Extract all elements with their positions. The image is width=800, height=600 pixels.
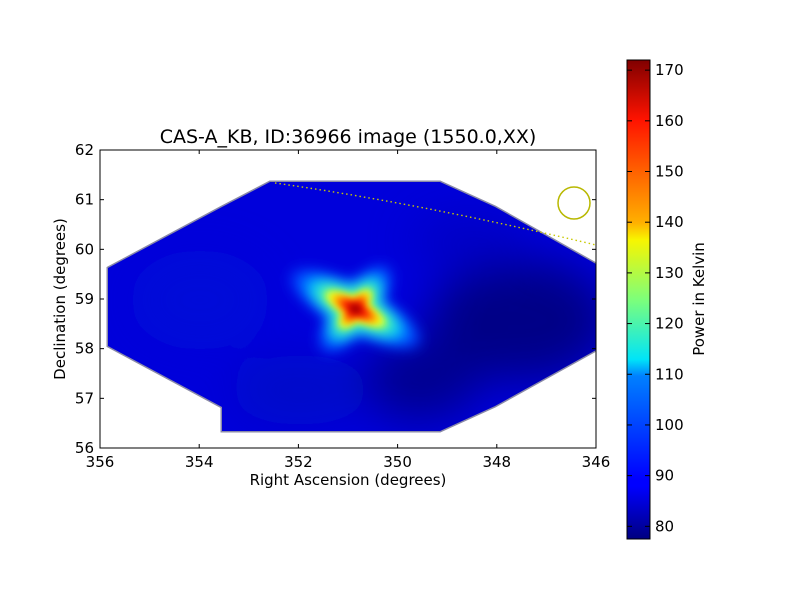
colorbar-tick-label: 130 bbox=[655, 264, 684, 282]
y-axis-label: Declination (degrees) bbox=[51, 218, 69, 380]
colorbar-tick-label: 120 bbox=[655, 315, 684, 333]
colorbar-tick-label: 150 bbox=[655, 163, 684, 181]
y-tick-label: 60 bbox=[75, 240, 94, 258]
overlays bbox=[274, 182, 596, 246]
x-tick-label: 348 bbox=[482, 453, 511, 471]
colorbar-tick-label: 90 bbox=[655, 467, 674, 485]
colorbar-tick-label: 160 bbox=[655, 112, 684, 130]
colorbar: 80 90 100 110 120 130 140 150 160 170 Power in Ke… bbox=[626, 59, 708, 540]
colorbar-tick-label: 80 bbox=[655, 517, 674, 535]
beam-circle bbox=[557, 186, 591, 220]
source-level-7 bbox=[348, 304, 363, 314]
colorbar-tick-label: 110 bbox=[655, 365, 684, 383]
y-tick-label: 62 bbox=[75, 141, 94, 159]
colorbar-tick-label: 140 bbox=[655, 213, 684, 231]
colorbar-label: Power in Kelvin bbox=[690, 242, 708, 356]
y-tick-label: 58 bbox=[75, 340, 94, 358]
x-axis-label: Right Ascension (degrees) bbox=[250, 471, 447, 489]
colorbar-frame bbox=[626, 59, 651, 540]
colorbar-gradient bbox=[627, 60, 650, 539]
colorbar-ticks: 80 90 100 110 120 130 140 150 160 170 bbox=[627, 61, 684, 535]
x-tick-label: 354 bbox=[185, 453, 214, 471]
y-tick-label: 61 bbox=[75, 191, 94, 209]
x-tick-label: 346 bbox=[582, 453, 611, 471]
x-tick-label: 352 bbox=[284, 453, 313, 471]
y-tick-label: 59 bbox=[75, 290, 94, 308]
plot-area bbox=[100, 150, 596, 448]
heatmap-footprint bbox=[106, 180, 596, 433]
y-axis: 56 57 58 59 60 61 62 bbox=[75, 141, 596, 457]
x-axis: 356 354 352 350 348 346 bbox=[86, 150, 611, 471]
y-tick-label: 57 bbox=[75, 389, 94, 407]
x-tick-label: 356 bbox=[86, 453, 115, 471]
bright-source bbox=[291, 266, 420, 352]
colorbar-tick-label: 100 bbox=[655, 416, 684, 434]
x-tick-label: 350 bbox=[383, 453, 412, 471]
y-tick-label: 56 bbox=[75, 439, 94, 457]
heatmap-background-variations bbox=[130, 210, 596, 425]
chart-title: CAS-A_KB, ID:36966 image (1550.0,XX) bbox=[160, 126, 537, 148]
colorbar-tick-label: 170 bbox=[655, 61, 684, 79]
